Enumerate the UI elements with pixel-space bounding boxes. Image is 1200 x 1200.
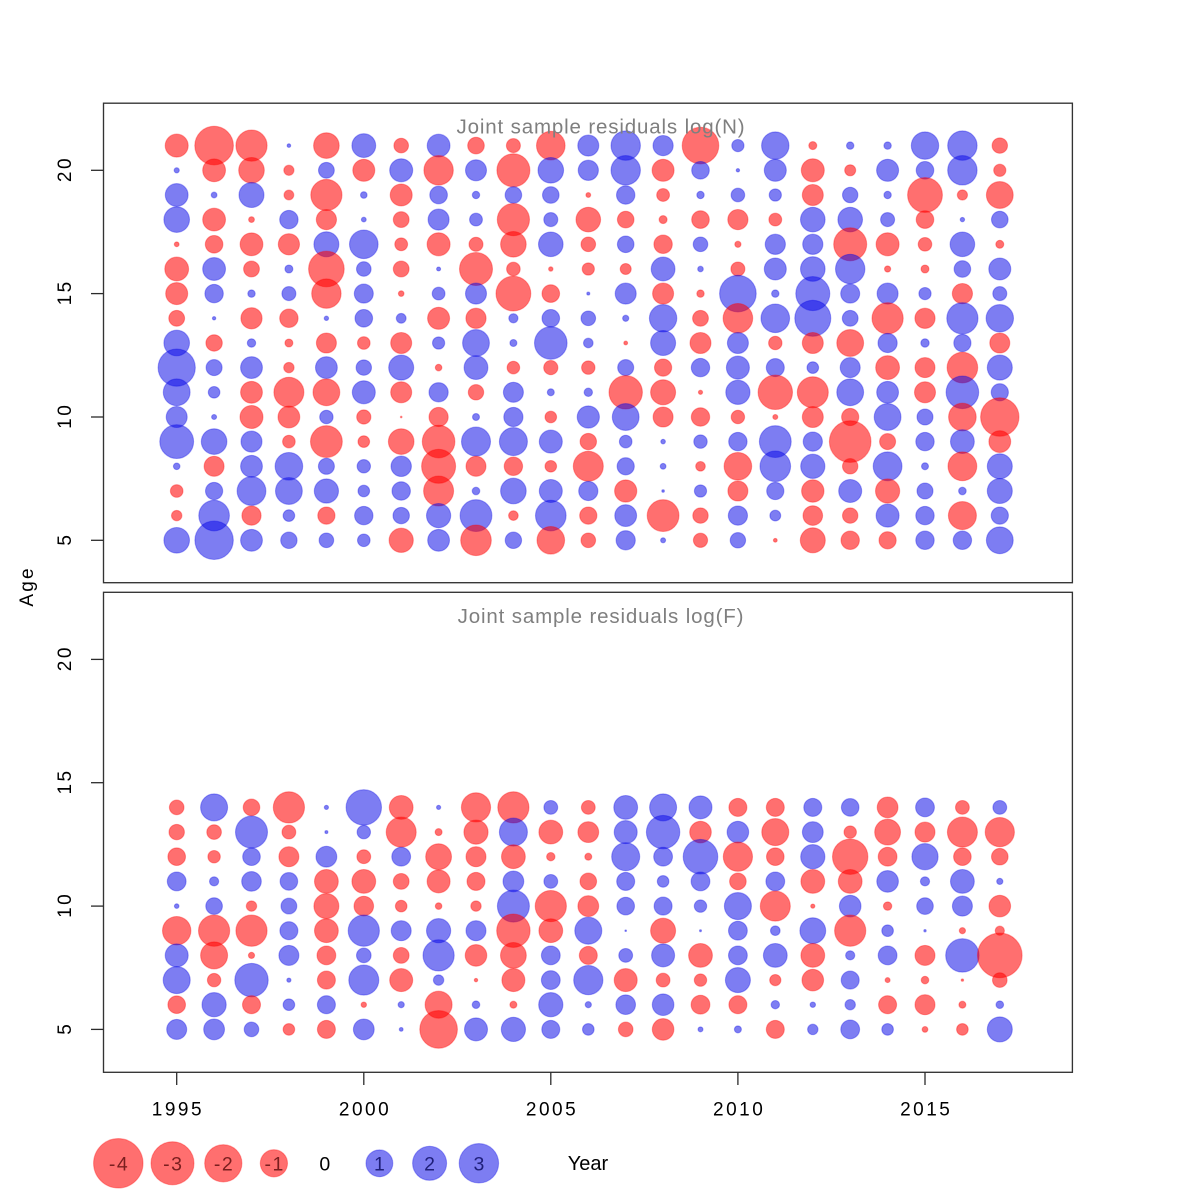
svg-text:20: 20 xyxy=(55,156,76,182)
svg-text:2005: 2005 xyxy=(526,1100,578,1121)
svg-text:10: 10 xyxy=(55,403,76,429)
svg-text:Year: Year xyxy=(568,1153,609,1175)
svg-text:15: 15 xyxy=(55,768,76,794)
svg-text:Joint sample residuals log(N): Joint sample residuals log(N) xyxy=(457,116,746,139)
svg-text:1995: 1995 xyxy=(152,1100,204,1121)
svg-text:20: 20 xyxy=(55,645,76,671)
svg-text:1: 1 xyxy=(374,1153,386,1175)
svg-text:5: 5 xyxy=(55,1022,76,1035)
svg-text:2: 2 xyxy=(424,1153,436,1175)
svg-text:-3: -3 xyxy=(163,1153,183,1175)
svg-text:2010: 2010 xyxy=(713,1100,765,1121)
svg-text:Joint sample residuals log(F): Joint sample residuals log(F) xyxy=(458,605,745,628)
svg-text:2015: 2015 xyxy=(900,1100,952,1121)
svg-text:5: 5 xyxy=(55,533,76,546)
svg-text:2000: 2000 xyxy=(339,1100,391,1121)
svg-text:-1: -1 xyxy=(264,1153,284,1175)
svg-text:3: 3 xyxy=(473,1153,485,1175)
svg-text:Age: Age xyxy=(17,566,38,606)
svg-text:10: 10 xyxy=(55,892,76,918)
svg-text:-2: -2 xyxy=(214,1153,234,1175)
svg-text:-4: -4 xyxy=(109,1153,129,1175)
svg-text:0: 0 xyxy=(319,1153,331,1175)
svg-text:15: 15 xyxy=(55,279,76,305)
